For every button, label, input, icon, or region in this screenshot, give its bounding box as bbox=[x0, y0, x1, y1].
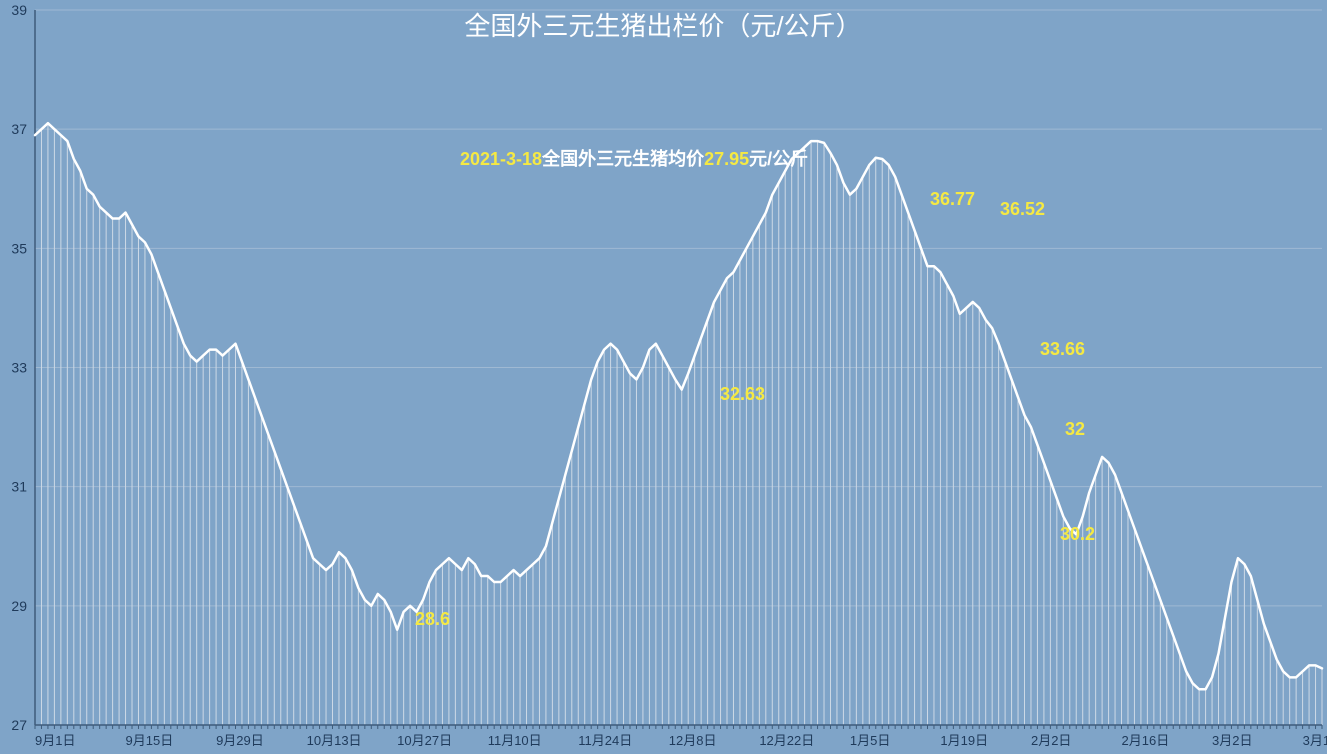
x-tick-label: 10月13日 bbox=[307, 733, 362, 748]
annotation-label: 36.77 bbox=[930, 189, 975, 209]
y-tick-label: 33 bbox=[11, 360, 27, 376]
x-tick-label: 9月29日 bbox=[216, 733, 264, 748]
annotation-label: 32.63 bbox=[720, 384, 765, 404]
y-tick-label: 31 bbox=[11, 479, 27, 495]
x-tick-label: 9月15日 bbox=[126, 733, 174, 748]
y-tick-label: 39 bbox=[11, 2, 27, 18]
x-tick-label: 3月2日 bbox=[1212, 733, 1252, 748]
x-tick-label: 10月27日 bbox=[397, 733, 452, 748]
annotation-label: 30.2 bbox=[1060, 524, 1095, 544]
x-tick-label: 12月8日 bbox=[669, 733, 717, 748]
annotation-label: 32 bbox=[1065, 419, 1085, 439]
price-chart: 27 29 31 33 35 37 39 9月1日 9月15日 9月29日 10月13日 10月27日… bbox=[0, 0, 1327, 754]
x-tick-label: 1月5日 bbox=[850, 733, 890, 748]
annotation-label: 33.66 bbox=[1040, 339, 1085, 359]
annotation-label: 28.6 bbox=[415, 609, 450, 629]
y-tick-label: 29 bbox=[11, 598, 27, 614]
x-tick-label: 11月24日 bbox=[578, 733, 632, 748]
x-tick-label: 2月16日 bbox=[1122, 733, 1170, 748]
chart-title: 全国外三元生猪出栏价（元/公斤） bbox=[464, 11, 861, 41]
y-tick-label: 27 bbox=[11, 717, 27, 733]
x-tick-label: 11月10日 bbox=[488, 733, 542, 748]
x-tick-label: 1月19日 bbox=[940, 733, 988, 748]
x-tick-label: 9月1日 bbox=[35, 733, 75, 748]
x-tick-label: 3月16日 bbox=[1303, 733, 1327, 748]
y-tick-label: 37 bbox=[11, 121, 27, 137]
x-tick-label: 2月2日 bbox=[1031, 733, 1071, 748]
chart-subtitle: 2021-3-18全国外三元生猪均价27.95元/公斤 bbox=[460, 148, 808, 169]
y-tick-label: 35 bbox=[11, 240, 27, 256]
x-tick-label: 12月22日 bbox=[759, 733, 814, 748]
annotation-label: 36.52 bbox=[1000, 199, 1045, 219]
